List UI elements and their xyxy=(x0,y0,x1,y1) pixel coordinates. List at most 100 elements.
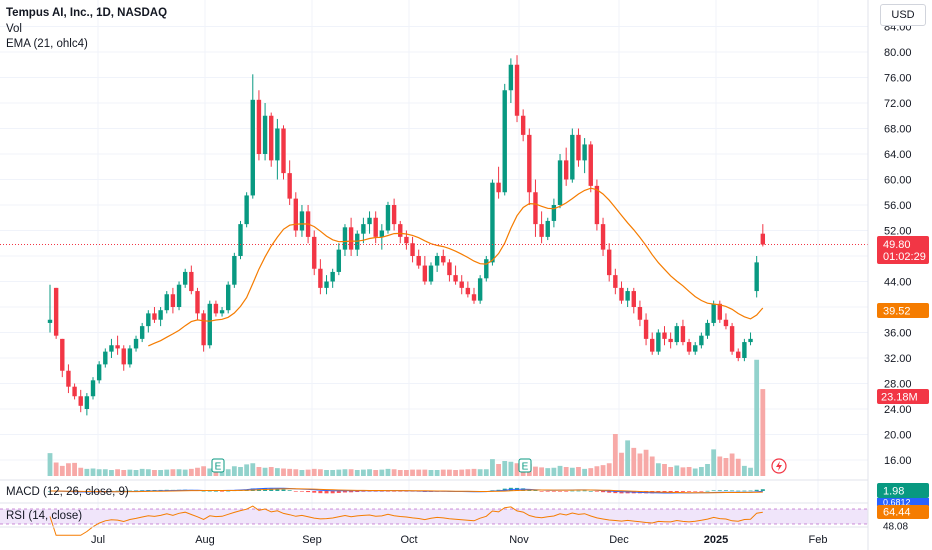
symbol-title[interactable]: Tempus AI, Inc., 1D, NASDAQ xyxy=(6,7,168,19)
macd-histogram-bar xyxy=(594,491,599,492)
volume-bar xyxy=(692,468,698,476)
price-tick-label: 44.00 xyxy=(884,277,912,289)
volume-bar xyxy=(705,464,710,476)
macd-histogram-bar xyxy=(723,490,728,491)
candle-body xyxy=(361,224,366,234)
volume-bar xyxy=(84,468,90,476)
candle-body xyxy=(477,278,483,301)
macd-histogram-bar xyxy=(545,491,550,492)
volume-bar xyxy=(324,470,329,476)
volume-bar xyxy=(588,468,594,476)
candle-body xyxy=(207,303,212,346)
candle-body xyxy=(527,134,532,193)
grid-lines xyxy=(0,0,868,527)
macd-histogram-bar xyxy=(127,490,132,492)
candle-body xyxy=(723,319,729,327)
candle-body xyxy=(416,256,421,266)
time-tick-label: Jul xyxy=(91,534,105,546)
earnings-marker-label: E xyxy=(522,462,529,473)
macd-histogram-bar xyxy=(570,490,575,492)
volume-bar xyxy=(496,464,501,476)
candle-body xyxy=(422,265,428,282)
volume-bar xyxy=(78,467,84,476)
volume-bar xyxy=(600,465,606,476)
candle-body xyxy=(398,224,403,237)
chart-legend: Tempus AI, Inc., 1D, NASDAQ Vol EMA (21,… xyxy=(6,6,167,53)
candle-body xyxy=(312,236,317,269)
macd-histogram-bar xyxy=(385,491,390,492)
volume-bar xyxy=(164,469,170,476)
currency-button[interactable]: USD xyxy=(880,4,926,26)
macd-histogram-bar xyxy=(379,491,384,492)
volume-bar xyxy=(268,467,274,476)
volume-bar xyxy=(459,469,465,476)
candle-body xyxy=(668,338,673,343)
price-tick-label: 72.00 xyxy=(884,98,912,110)
macd-histogram-bar xyxy=(748,490,753,492)
macd-histogram-bar xyxy=(693,491,698,492)
rsi-label[interactable]: RSI (14, close) xyxy=(6,510,83,522)
volume-bar xyxy=(182,469,188,476)
time-axis[interactable]: Jul Aug Sep Oct Nov Dec 2025 Feb xyxy=(91,534,828,546)
price-tick-label: 68.00 xyxy=(884,124,912,136)
volume-bar xyxy=(109,470,114,476)
ema-label[interactable]: EMA (21, ohlc4) xyxy=(6,38,88,50)
volume-bar xyxy=(213,469,219,476)
candle-body xyxy=(391,205,397,225)
volume-bar xyxy=(360,469,366,476)
volume-bar xyxy=(250,463,256,476)
rsi-value: 64.44 xyxy=(883,507,911,519)
candle-body xyxy=(453,275,458,282)
price-tick-label: 52.00 xyxy=(884,226,912,238)
macd-histogram-bar xyxy=(699,491,704,492)
macd-label[interactable]: MACD (12, 26, close, 9) xyxy=(6,486,129,498)
candle-body xyxy=(656,332,661,352)
volume-bars xyxy=(47,359,766,476)
volume-bar xyxy=(422,469,428,476)
candle-body xyxy=(250,99,255,196)
price-tick-label: 24.00 xyxy=(884,404,912,416)
candle-body xyxy=(570,134,575,180)
candle-body xyxy=(404,236,409,244)
volume-bar xyxy=(256,467,262,476)
volume-bar xyxy=(53,462,59,476)
volume-bar xyxy=(668,467,674,476)
volume-bar xyxy=(625,440,631,476)
macd-value: 1.98 xyxy=(883,486,904,498)
volume-bar xyxy=(404,470,409,476)
volume-bar xyxy=(533,466,538,476)
volume-bar xyxy=(158,470,164,476)
last-price-value: 49.80 xyxy=(883,239,911,251)
candle-body xyxy=(226,284,231,311)
volume-bar xyxy=(483,469,489,476)
volume-bar xyxy=(410,469,415,476)
macd-histogram-bar xyxy=(705,490,710,492)
volume-bar xyxy=(207,468,213,476)
volume-bar xyxy=(674,465,680,476)
candle-body xyxy=(748,338,753,343)
volume-bar xyxy=(428,470,434,476)
candle-body xyxy=(557,160,563,205)
candle-body xyxy=(127,348,133,365)
candle-body xyxy=(379,230,385,237)
macd-histogram-bar xyxy=(601,491,606,493)
macd-histogram-bar xyxy=(687,491,692,492)
volume-bar xyxy=(299,470,305,476)
ema-value: 39.52 xyxy=(883,306,911,318)
flash-icon[interactable] xyxy=(771,458,787,474)
volume-label[interactable]: Vol xyxy=(6,22,22,35)
macd-histogram-bar xyxy=(140,490,145,491)
macd-histogram-bar xyxy=(201,490,206,492)
macd-histogram-bar xyxy=(760,489,765,491)
candle-body xyxy=(244,195,249,225)
candle-body xyxy=(109,345,114,352)
candle-body xyxy=(502,90,507,193)
macd-histogram-bar xyxy=(564,491,569,492)
candle-body xyxy=(662,332,667,339)
volume-bar xyxy=(72,462,77,476)
volume-bar xyxy=(121,470,127,476)
candle-body xyxy=(717,303,723,320)
volume-bar xyxy=(754,359,760,476)
